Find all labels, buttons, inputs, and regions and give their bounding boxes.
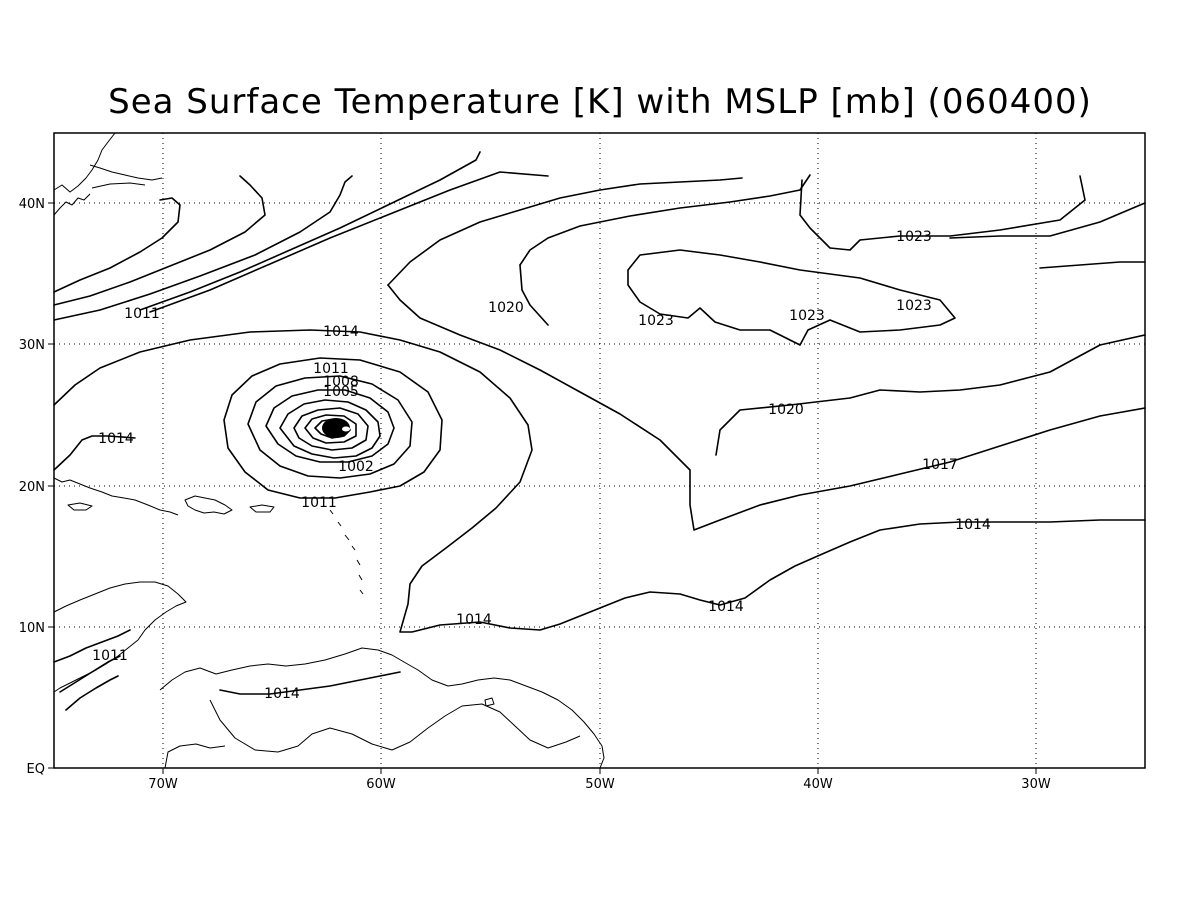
coastline-south-america-interior xyxy=(209,699,581,753)
coastline-central-america xyxy=(53,581,187,693)
hurricane-center xyxy=(342,426,350,432)
x-tick-label: 60W xyxy=(366,777,396,792)
contour-label: 1023 xyxy=(896,229,932,245)
isobar-1023-closed xyxy=(627,249,956,346)
y-tick-label: 40N xyxy=(19,197,45,212)
contour-label: 1011 xyxy=(92,648,128,664)
y-tick-label: EQ xyxy=(27,762,45,777)
isobar-1023-east xyxy=(799,175,1086,251)
coastline-hispaniola xyxy=(184,495,233,515)
contour-label: 1017 xyxy=(922,457,958,473)
isobar-1014-large xyxy=(53,329,1146,633)
isobar-1014-west xyxy=(53,435,136,471)
isobar-nw-2 xyxy=(53,175,353,321)
isobar-hurricane-ring-3 xyxy=(314,418,351,439)
isobar-nw-1 xyxy=(53,175,266,306)
contour-label: 1014 xyxy=(98,431,134,447)
coastline-jamaica xyxy=(67,502,93,511)
isobar-1020-ridge xyxy=(387,177,743,286)
hurricane-eye xyxy=(322,418,350,438)
contour-label: 1014 xyxy=(456,612,492,628)
contour-label: 1023 xyxy=(638,313,674,329)
coastline-puerto-rico xyxy=(249,504,275,513)
figure-title: Sea Surface Temperature [K] with MSLP [m… xyxy=(108,82,1092,122)
coastline-south-america xyxy=(159,647,605,769)
contour-label: 1011 xyxy=(124,306,160,322)
isobar-hurricane-ring-1 xyxy=(293,407,369,451)
coastline-north-america xyxy=(53,132,163,216)
isobar-1014-south xyxy=(219,671,401,695)
x-axis: 70W 60W 50W 40W 30W xyxy=(148,768,1051,792)
contour-label: 1014 xyxy=(708,599,744,615)
contour-label: 1014 xyxy=(264,686,300,702)
contour-label: 1023 xyxy=(896,298,932,314)
contour-label: 1020 xyxy=(768,402,804,418)
coastline-trinidad xyxy=(484,697,495,707)
contour-labels: 1011 1014 1020 1023 1023 1023 1023 1011 … xyxy=(92,229,991,702)
y-tick-label: 20N xyxy=(19,480,45,495)
coastlines xyxy=(53,132,605,769)
contour-label: 1011 xyxy=(313,361,349,377)
y-tick-label: 10N xyxy=(19,621,45,636)
isobar-1020-east xyxy=(519,264,1146,456)
contour-label: 1008 xyxy=(323,374,359,390)
x-tick-label: 30W xyxy=(1021,777,1051,792)
x-tick-label: 70W xyxy=(148,777,178,792)
isobar-nw-3 xyxy=(139,151,481,311)
isobar-1008-hurricane xyxy=(247,375,413,479)
coastline-bottom-west xyxy=(164,743,226,769)
isobar-1011-southwest xyxy=(53,629,131,711)
isobar-1020-inner xyxy=(519,174,811,266)
contour-label: 1002 xyxy=(338,459,374,475)
graticule xyxy=(54,133,1145,768)
isobar-1005-hurricane xyxy=(265,389,395,463)
contour-label: 1014 xyxy=(323,324,359,340)
contour-label: 1020 xyxy=(488,300,524,316)
x-tick-label: 50W xyxy=(585,777,615,792)
y-tick-label: 30N xyxy=(19,338,45,353)
y-axis: 40N 30N 20N 10N EQ xyxy=(19,197,54,777)
map-plot-area: 1011 1014 1020 1023 1023 1023 1023 1011 … xyxy=(53,132,1146,769)
isobar-hurricane-ring-2 xyxy=(304,414,357,444)
isobar-1011-north xyxy=(53,197,181,293)
isobar-nw-4 xyxy=(149,171,549,313)
coastline-cuba xyxy=(53,477,179,516)
contour-label: 1023 xyxy=(789,308,825,324)
x-tick-label: 40W xyxy=(803,777,833,792)
isobars xyxy=(53,151,1146,711)
contour-label: 1005 xyxy=(323,384,359,400)
coastline-lesser-antilles xyxy=(329,509,364,595)
contour-label: 1014 xyxy=(955,517,991,533)
contour-label: 1011 xyxy=(301,495,337,511)
isobar-1020-trough xyxy=(387,284,1146,531)
isobar-1023-northeast xyxy=(949,202,1146,269)
isobar-1011-hurricane xyxy=(223,357,443,499)
isobar-1002-hurricane xyxy=(279,399,381,459)
